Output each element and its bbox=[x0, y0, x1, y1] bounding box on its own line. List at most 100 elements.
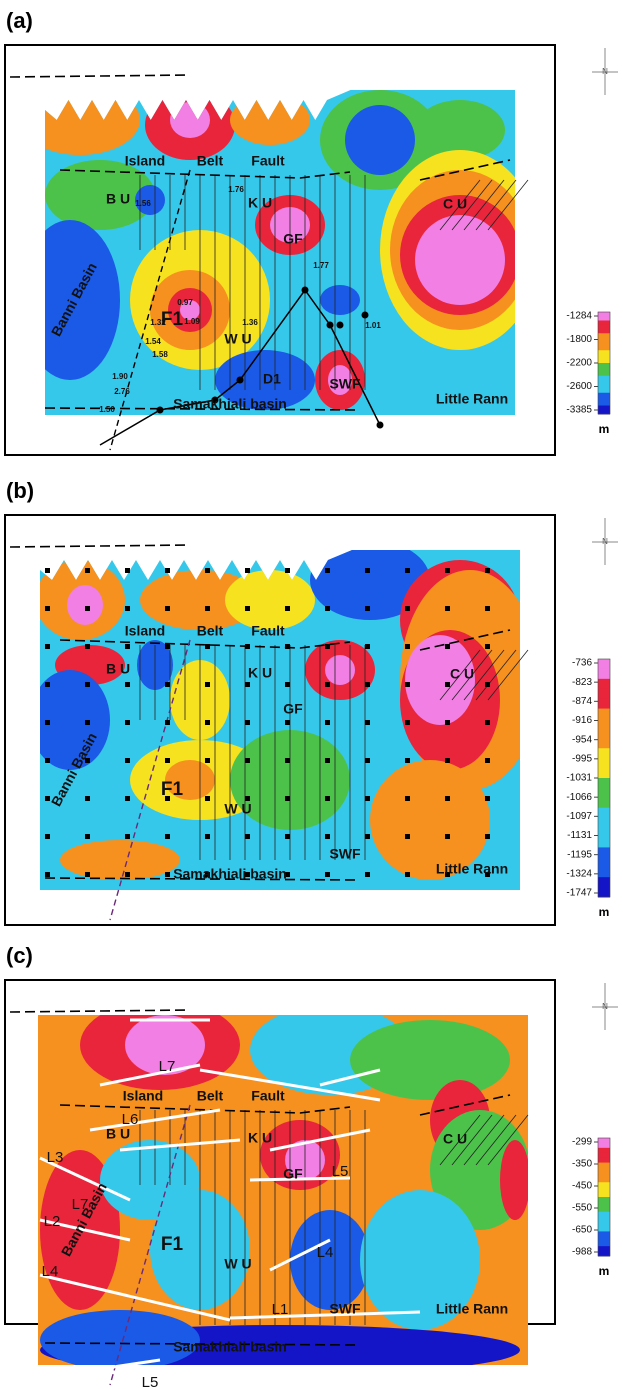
place-label: K U bbox=[248, 665, 272, 681]
colorbar-tick-label: -1284 bbox=[566, 311, 592, 322]
colorbar-segment bbox=[598, 867, 610, 877]
station bbox=[365, 682, 370, 687]
profile-point bbox=[327, 322, 334, 329]
station bbox=[85, 644, 90, 649]
colorbar-segment bbox=[598, 372, 610, 377]
place-label: L7 bbox=[72, 1196, 89, 1213]
colorbar-segment bbox=[598, 342, 610, 347]
colorbar-segment bbox=[598, 384, 610, 389]
colorbar-segment bbox=[598, 1143, 610, 1148]
colorbar-segment bbox=[598, 389, 610, 394]
colorbar-segment bbox=[598, 346, 610, 351]
colorbar-segment bbox=[598, 857, 610, 867]
station bbox=[285, 720, 290, 725]
colorbar-tick-label: -550 bbox=[572, 1203, 592, 1214]
place-label: L4 bbox=[317, 1244, 334, 1261]
colorbar-segment bbox=[598, 738, 610, 748]
colorbar-tick-label: -1066 bbox=[566, 792, 592, 803]
place-label: Belt bbox=[197, 153, 224, 169]
station bbox=[85, 682, 90, 687]
station bbox=[45, 720, 50, 725]
colorbar-tick-label: -916 bbox=[572, 715, 592, 726]
station bbox=[165, 568, 170, 573]
profile-point bbox=[337, 322, 344, 329]
station bbox=[165, 720, 170, 725]
map-fill bbox=[20, 85, 540, 415]
colorbar-segment bbox=[598, 325, 610, 330]
contour-map bbox=[20, 85, 540, 415]
colorbar-segment bbox=[598, 728, 610, 738]
station bbox=[485, 682, 490, 687]
station bbox=[85, 606, 90, 611]
colorbar-segment bbox=[598, 679, 610, 689]
place-label: SWF bbox=[329, 846, 361, 862]
colorbar-segment bbox=[598, 350, 610, 355]
place-label: 1.76 bbox=[228, 185, 244, 194]
place-label: Samakhiali basin bbox=[173, 866, 287, 882]
station bbox=[445, 606, 450, 611]
station bbox=[45, 872, 50, 877]
colorbar-segment bbox=[598, 1187, 610, 1192]
station bbox=[165, 834, 170, 839]
colorbar-segment bbox=[598, 877, 610, 887]
colorbar-tick-label: -823 bbox=[572, 677, 592, 688]
place-label: B U bbox=[106, 191, 130, 207]
station bbox=[365, 834, 370, 839]
place-label: D1 bbox=[263, 371, 281, 387]
profile-point bbox=[362, 312, 369, 319]
colorbar-segment bbox=[598, 699, 610, 709]
station bbox=[405, 720, 410, 725]
colorbar-segment bbox=[598, 329, 610, 334]
colorbar-segment bbox=[598, 669, 610, 679]
station bbox=[45, 834, 50, 839]
station bbox=[445, 644, 450, 649]
colorbar-segment bbox=[598, 359, 610, 364]
colorbar-segment bbox=[598, 1172, 610, 1177]
station bbox=[245, 834, 250, 839]
panel-label: (b) bbox=[6, 478, 34, 503]
station bbox=[205, 568, 210, 573]
station bbox=[365, 568, 370, 573]
colorbar-segment bbox=[598, 1148, 610, 1153]
place-label: 1.56 bbox=[135, 199, 151, 208]
station bbox=[485, 568, 490, 573]
station bbox=[285, 568, 290, 573]
contour-blob bbox=[345, 105, 415, 175]
place-label: W U bbox=[224, 801, 251, 817]
colorbar-segment bbox=[598, 1231, 610, 1236]
colorbar-segment bbox=[598, 1168, 610, 1173]
station bbox=[485, 720, 490, 725]
colorbar-tick-label: -995 bbox=[572, 753, 592, 764]
colorbar-tick-label: -988 bbox=[572, 1247, 592, 1258]
colorbar-segment bbox=[598, 1217, 610, 1222]
colorbar-segment bbox=[598, 1153, 610, 1158]
contour-blob bbox=[230, 95, 310, 145]
colorbar-segment bbox=[598, 1158, 610, 1163]
colorbar-tick-label: -299 bbox=[572, 1137, 592, 1148]
station bbox=[365, 606, 370, 611]
station bbox=[45, 682, 50, 687]
station bbox=[405, 872, 410, 877]
profile-point bbox=[237, 377, 244, 384]
colorbar-segment bbox=[598, 1207, 610, 1212]
colorbar-tick-label: -1195 bbox=[567, 849, 592, 860]
contour-blob bbox=[60, 840, 180, 880]
profile-point bbox=[377, 422, 384, 429]
colorbar-tick-label: -1031 bbox=[566, 773, 592, 784]
colorbar-tick-label: -1324 bbox=[566, 868, 592, 879]
place-label: W U bbox=[224, 1256, 251, 1272]
station bbox=[285, 796, 290, 801]
station bbox=[85, 568, 90, 573]
place-label: GF bbox=[283, 231, 303, 247]
station bbox=[485, 644, 490, 649]
colorbar-segment bbox=[598, 709, 610, 719]
colorbar-unit: m bbox=[599, 905, 610, 919]
station bbox=[325, 682, 330, 687]
contour-blob bbox=[500, 1140, 530, 1220]
place-label: L7 bbox=[159, 1058, 176, 1075]
station bbox=[405, 606, 410, 611]
colorbar-segment bbox=[598, 1241, 610, 1246]
colorbar-segment bbox=[598, 778, 610, 788]
station bbox=[205, 720, 210, 725]
place-label: C U bbox=[443, 196, 467, 212]
